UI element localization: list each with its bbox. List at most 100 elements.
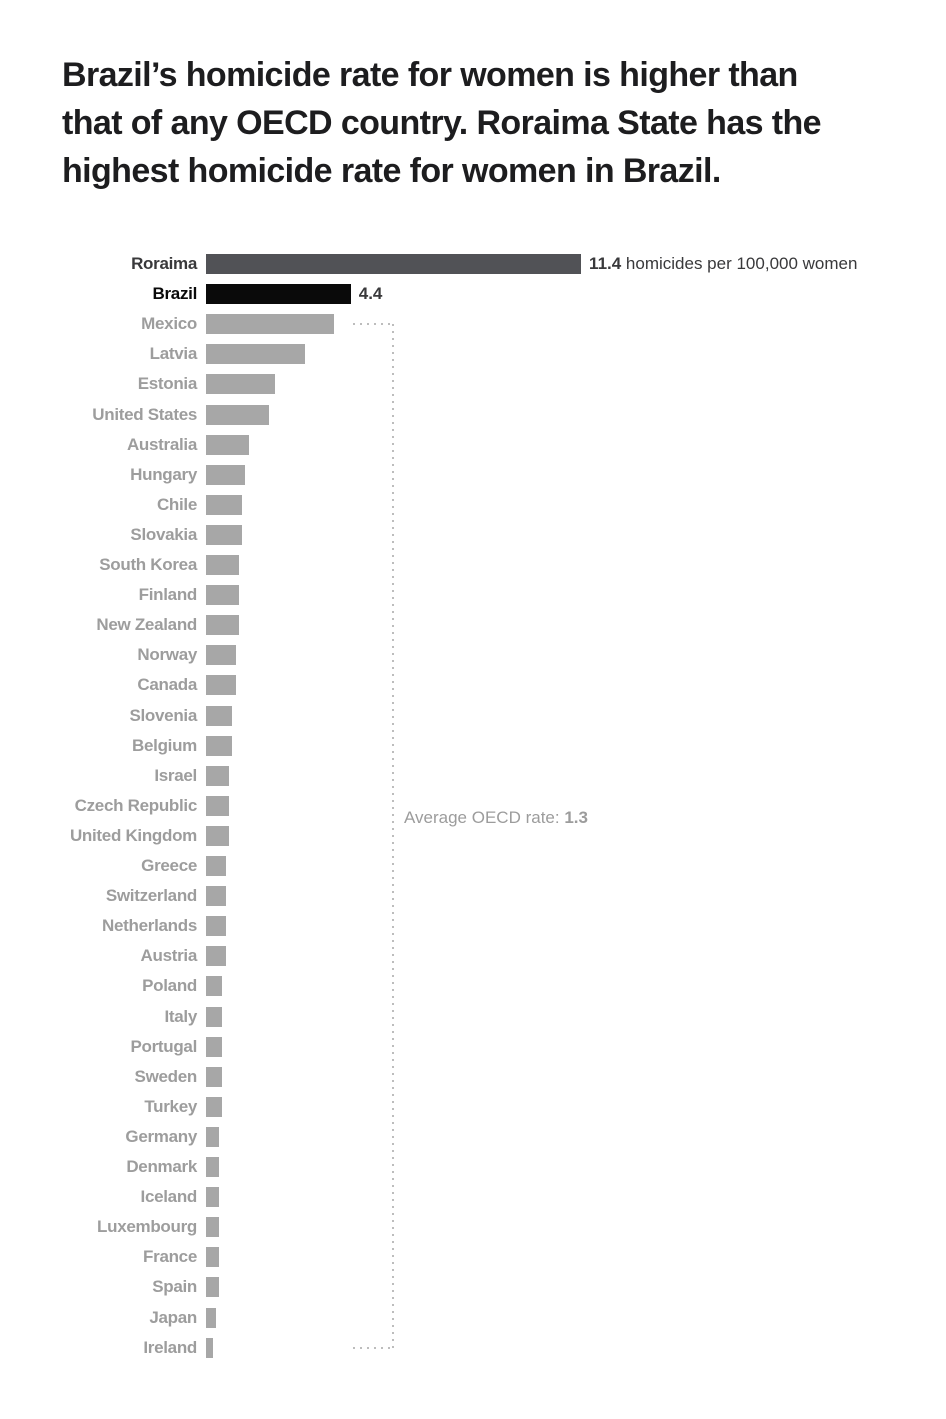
bar-label: Estonia (137, 374, 198, 394)
bar-row: Turkey (0, 1096, 946, 1117)
bar (206, 555, 239, 575)
bar (206, 1247, 220, 1268)
oecd-average-label: Average OECD rate: (404, 808, 565, 827)
bar (206, 886, 226, 907)
title-line-3: highest homicide rate for women in Brazi… (62, 152, 721, 190)
bar (206, 976, 223, 997)
bar-label: Israel (154, 765, 197, 785)
roraima-value-annotation: 11.4 homicides per 100,000 women (589, 254, 857, 274)
bar-label: Japan (149, 1307, 197, 1327)
chart-title: Brazil’s homicide rate for women is high… (62, 51, 912, 195)
bar-label: Slovenia (129, 705, 197, 725)
bar-row: South Korea (0, 555, 946, 575)
bar-label: Hungary (130, 464, 197, 484)
bar-row: Canada (0, 675, 946, 696)
bar-label: Slovakia (130, 524, 197, 544)
bar-label: France (143, 1247, 197, 1267)
bar-row: Spain (0, 1277, 946, 1298)
bar-label: Switzerland (105, 886, 197, 906)
bar-label: United States (92, 404, 197, 424)
bar-row: Hungary (0, 464, 946, 485)
bar-row: Ireland (0, 1337, 946, 1358)
bar (206, 645, 236, 666)
bar-row: Germany (0, 1126, 946, 1147)
oecd-bracket-bottom-line (353, 1347, 392, 1349)
bar (206, 856, 226, 876)
bar-row: Japan (0, 1307, 946, 1328)
bar-label: Norway (137, 645, 197, 665)
bar (206, 1157, 220, 1177)
bar-row: Denmark (0, 1157, 946, 1177)
bar (206, 494, 243, 515)
bar-row: Slovenia (0, 705, 946, 726)
bar-row: New Zealand (0, 615, 946, 636)
brazil-value: 4.4 (358, 284, 383, 304)
bar (206, 464, 246, 485)
bar-label: Canada (137, 675, 197, 695)
bar (206, 434, 249, 455)
bar (206, 1096, 223, 1117)
bar (206, 1217, 220, 1238)
bar-label: Chile (156, 494, 197, 514)
bar (206, 1337, 213, 1358)
bar-row: Latvia (0, 344, 946, 365)
bar-label: Brazil (152, 284, 198, 304)
bar (206, 615, 239, 636)
bar-row: Austria (0, 946, 946, 967)
bar-label: Iceland (140, 1187, 198, 1207)
bar-row: Belgium (0, 735, 946, 756)
bar-label: Latvia (149, 344, 198, 364)
bar (206, 1036, 223, 1057)
bar (206, 374, 276, 395)
oecd-average-annotation: Average OECD rate: 1.3 (404, 808, 588, 828)
bar-row: Switzerland (0, 886, 946, 907)
bar (206, 1187, 220, 1208)
bar-row: Estonia (0, 374, 946, 395)
title-line-2: that of any OECD country. Roraima State … (62, 104, 822, 142)
bar-label: Spain (152, 1277, 197, 1297)
bar-row: Netherlands (0, 916, 946, 937)
bar-label: Luxembourg (97, 1217, 197, 1237)
bar-label: Austria (140, 946, 198, 966)
bar-label: New Zealand (96, 615, 197, 635)
bar (206, 1307, 216, 1328)
bar-row: Luxembourg (0, 1217, 946, 1238)
bar-label: Greece (141, 856, 197, 875)
bar-row: Poland (0, 976, 946, 997)
bar-row: Sweden (0, 1066, 946, 1087)
roraima-value-suffix: homicides per 100,000 women (621, 254, 858, 273)
bar (206, 404, 269, 425)
bar-row: Portugal (0, 1036, 946, 1057)
bar-row: Iceland (0, 1187, 946, 1208)
bar-label: Denmark (126, 1157, 197, 1176)
bar-label: Mexico (141, 314, 197, 334)
bar-row: Mexico (0, 314, 946, 335)
title-line-1: Brazil’s homicide rate for women is high… (62, 56, 798, 94)
bar-label: Czech Republic (74, 795, 198, 815)
bar-row: Brazil 4.4 (0, 284, 946, 305)
bar-row: Norway (0, 645, 946, 666)
bar-row: United States (0, 404, 946, 425)
bar-label: Roraima (131, 254, 197, 273)
bar (206, 675, 236, 696)
bar-row: Italy (0, 1006, 946, 1027)
bar-label: Poland (142, 976, 197, 996)
bar (206, 1006, 223, 1027)
bar (206, 946, 226, 967)
bar-label: Ireland (143, 1337, 197, 1357)
roraima-value: 11.4 (589, 254, 622, 273)
bar (206, 916, 226, 937)
bar (206, 1066, 223, 1087)
bar-label: Finland (138, 585, 198, 605)
bar-row: Czech Republic (0, 795, 946, 816)
bar (206, 705, 233, 726)
bar-label: Sweden (134, 1066, 198, 1086)
bar (206, 314, 335, 335)
bar-label: Netherlands (102, 916, 197, 936)
bar-label: Australia (126, 434, 197, 454)
bar-row: Roraima 11.4 homicides per 100,000 women (0, 254, 946, 274)
brazil-value-annotation: 4.4 (359, 284, 383, 304)
bar-row: France (0, 1247, 946, 1268)
bar (206, 825, 230, 846)
